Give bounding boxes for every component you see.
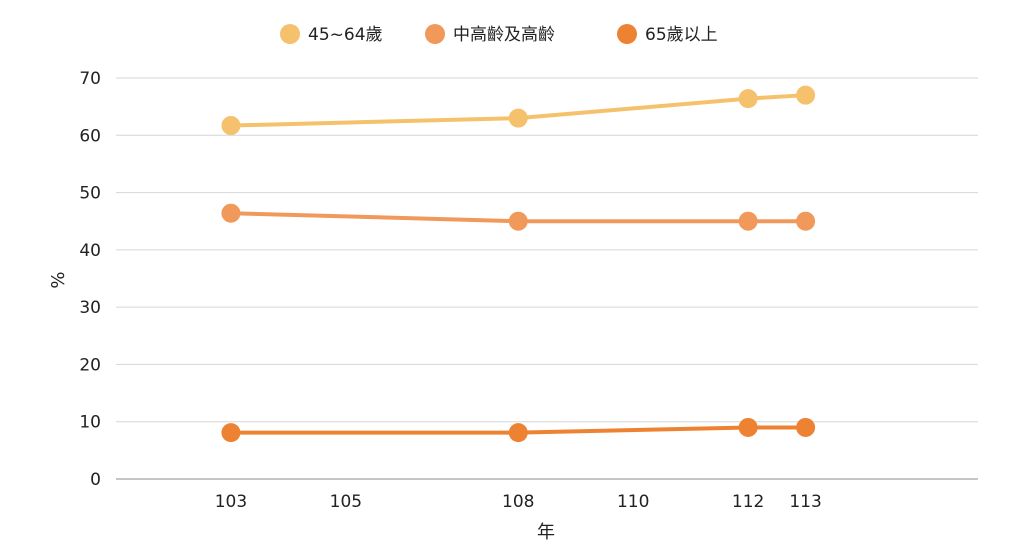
legend-marker <box>617 24 637 44</box>
data-point <box>738 417 758 437</box>
legend-marker <box>425 24 445 44</box>
series-line <box>228 211 808 224</box>
legend-marker <box>280 24 300 44</box>
y-tick-label: 60 <box>79 126 101 146</box>
data-point <box>796 211 816 231</box>
x-tick-label: 112 <box>732 492 764 512</box>
series-line <box>228 425 808 435</box>
y-axis-title: % <box>48 271 69 288</box>
y-tick-label: 20 <box>79 355 101 375</box>
y-tick-label: 40 <box>79 241 101 261</box>
data-point <box>796 417 816 437</box>
legend-label: 45~64歲 <box>308 25 383 45</box>
data-point <box>221 203 241 223</box>
y-tick-label: 70 <box>79 69 101 89</box>
data-point <box>221 116 241 136</box>
x-tick-label: 103 <box>215 492 247 512</box>
x-axis: 103 105 108 110 112 113 <box>215 492 822 512</box>
y-tick-label: 50 <box>79 184 101 204</box>
y-tick-label: 30 <box>79 298 101 318</box>
legend-label: 中高齡及高齡 <box>453 25 555 45</box>
y-axis: 0 10 20 30 40 50 60 70 <box>79 69 101 490</box>
data-point <box>221 423 241 443</box>
x-tick-label: 113 <box>789 492 821 512</box>
series-line <box>228 93 808 128</box>
x-tick-label: 108 <box>502 492 534 512</box>
x-tick-label: 105 <box>330 492 362 512</box>
data-point <box>738 89 758 109</box>
legend: 45~64歲 中高齡及高齡 65歲以上 <box>280 24 718 45</box>
data-point <box>508 211 528 231</box>
y-tick-label: 0 <box>90 470 101 490</box>
x-axis-title: 年 <box>537 522 555 543</box>
data-point <box>508 108 528 128</box>
x-tick-label: 110 <box>617 492 649 512</box>
data-point <box>738 211 758 231</box>
grid <box>116 77 978 480</box>
data-point <box>796 85 816 105</box>
series-points <box>221 85 816 443</box>
series-lines <box>228 93 808 435</box>
legend-label: 65歲以上 <box>645 25 718 45</box>
y-tick-label: 10 <box>79 413 101 433</box>
data-point <box>508 423 528 443</box>
